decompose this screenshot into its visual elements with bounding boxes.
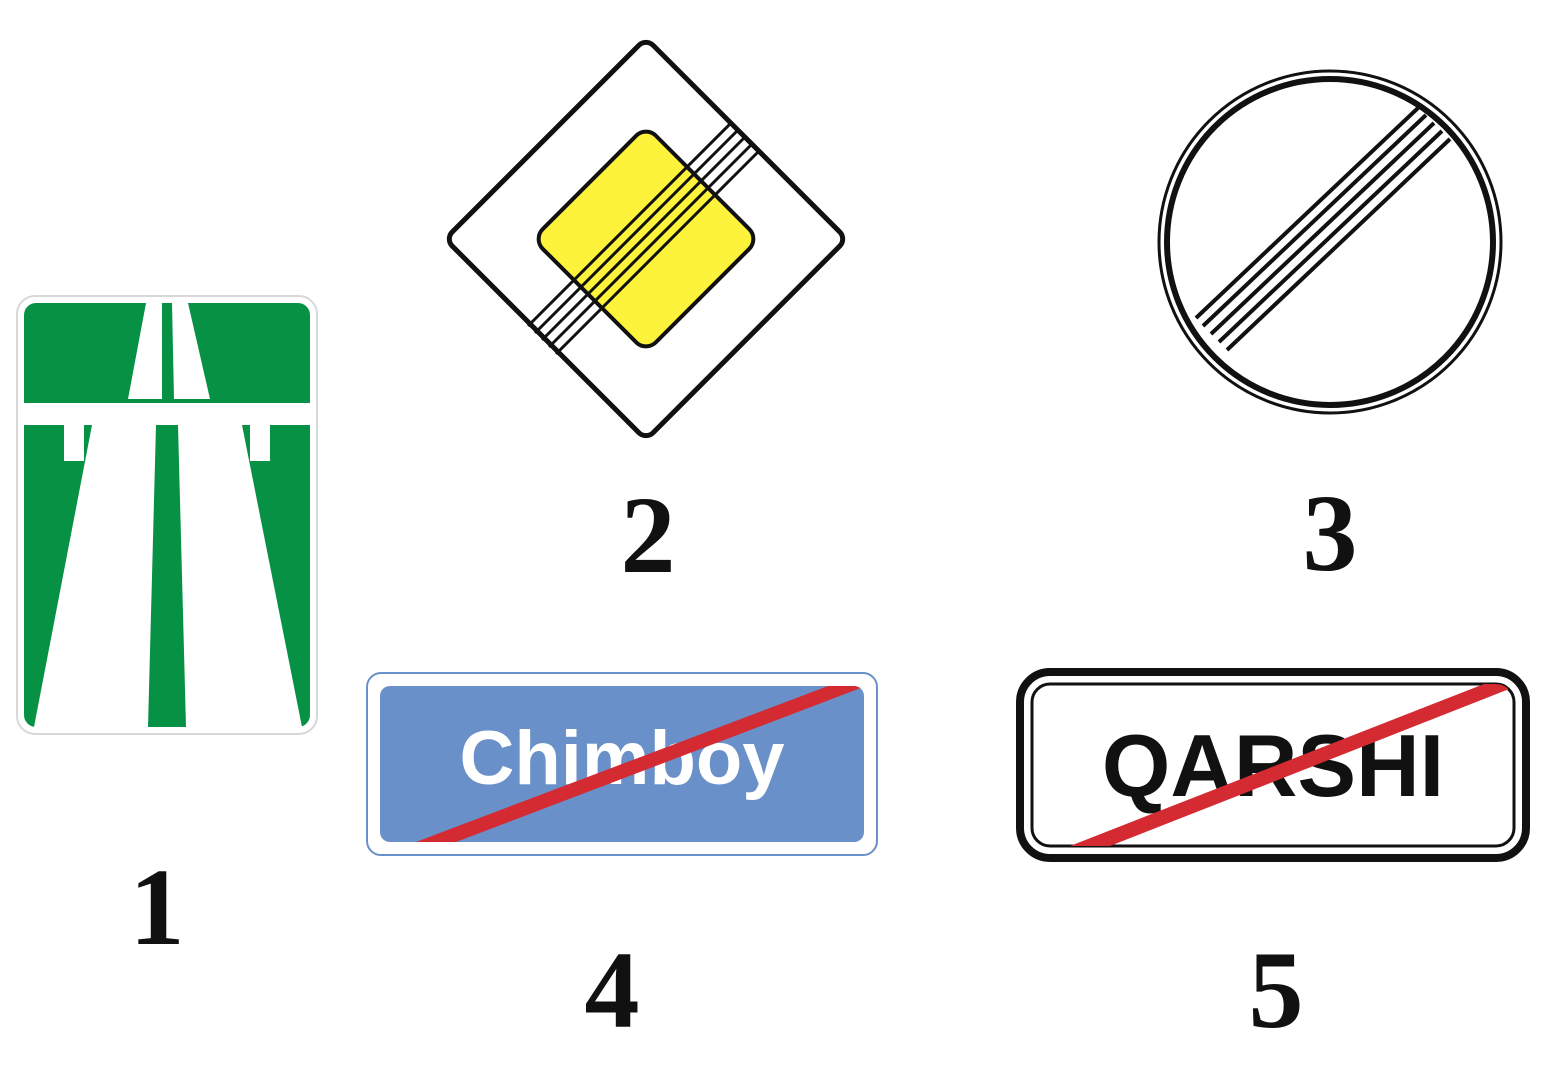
end-of-priority-road-sign [446,39,846,439]
sign-number-5: 5 [1248,929,1304,1051]
sign-number-1: 1 [129,846,185,968]
end-of-settlement-sign-white: QARSHI [1016,668,1530,862]
sign-number-3: 3 [1302,472,1358,594]
motorway-sign [16,295,318,735]
end-of-settlement-sign-blue: Chimboy [366,672,878,856]
sign-number-4: 4 [584,929,640,1051]
sign-number-2: 2 [620,474,676,596]
end-of-all-restrictions-sign [1157,69,1503,415]
